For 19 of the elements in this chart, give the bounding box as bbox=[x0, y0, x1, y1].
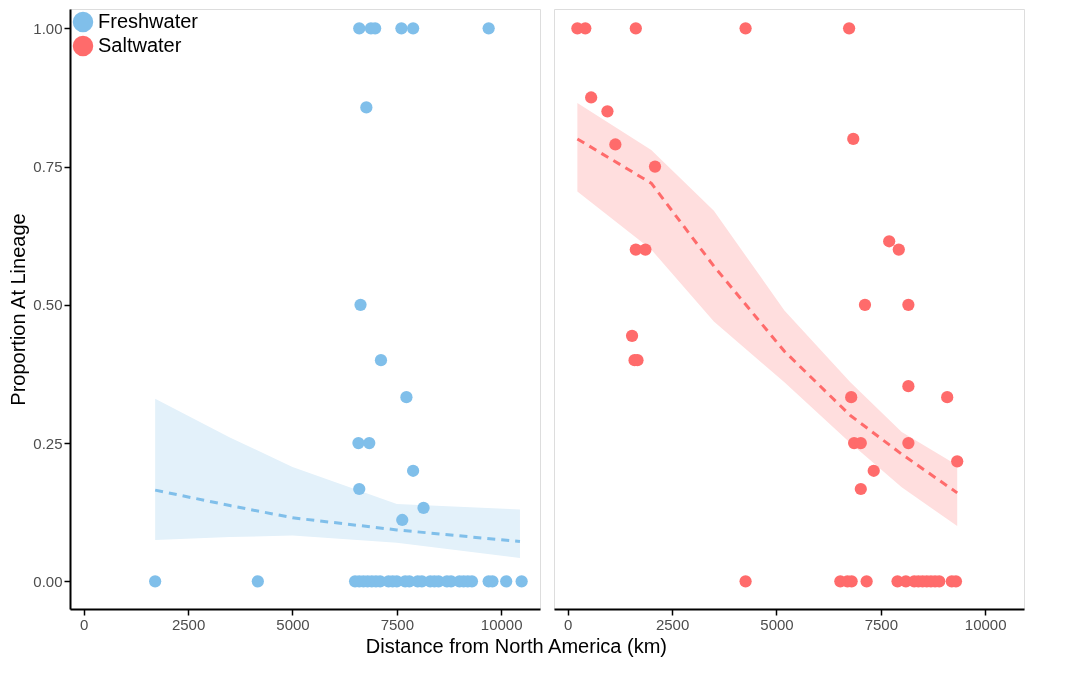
y-tick-label: 1.00 bbox=[33, 19, 63, 37]
x-tick-label: 5000 bbox=[276, 615, 310, 633]
legend-label: Saltwater bbox=[98, 34, 182, 56]
y-tick-label: 0.25 bbox=[33, 434, 63, 452]
x-axis-title: Distance from North America (km) bbox=[365, 634, 667, 657]
y-tick-label: 0.00 bbox=[33, 572, 63, 590]
x-tick-label: 10000 bbox=[964, 615, 1007, 633]
legend-label: Freshwater bbox=[98, 10, 199, 32]
x-tick-label: 2500 bbox=[655, 615, 690, 633]
x-tick-label: 0 bbox=[564, 615, 573, 633]
x-tick-label: 7500 bbox=[380, 615, 415, 633]
y-axis-title: Proportion At Lineage bbox=[7, 213, 30, 406]
x-tick-label: 0 bbox=[80, 615, 89, 633]
x-tick-label: 7500 bbox=[864, 615, 899, 633]
y-tick-label: 0.50 bbox=[33, 296, 63, 314]
x-tick-label: 2500 bbox=[171, 615, 206, 633]
y-tick-label: 0.75 bbox=[33, 158, 63, 176]
x-tick-label: 10000 bbox=[480, 615, 523, 633]
x-tick-label: 5000 bbox=[760, 615, 794, 633]
